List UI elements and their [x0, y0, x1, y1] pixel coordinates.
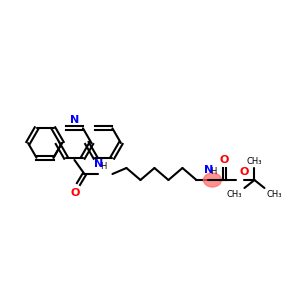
Text: CH₃: CH₃: [266, 190, 282, 199]
Text: H: H: [100, 162, 107, 171]
Ellipse shape: [203, 173, 221, 187]
Text: CH₃: CH₃: [247, 157, 262, 166]
Text: N: N: [94, 159, 103, 169]
Text: CH₃: CH₃: [227, 190, 242, 199]
Text: N: N: [70, 115, 79, 125]
Text: O: O: [220, 155, 229, 165]
Text: O: O: [71, 188, 80, 198]
Text: O: O: [239, 167, 249, 177]
Text: H: H: [210, 167, 217, 176]
Text: N: N: [204, 165, 213, 175]
